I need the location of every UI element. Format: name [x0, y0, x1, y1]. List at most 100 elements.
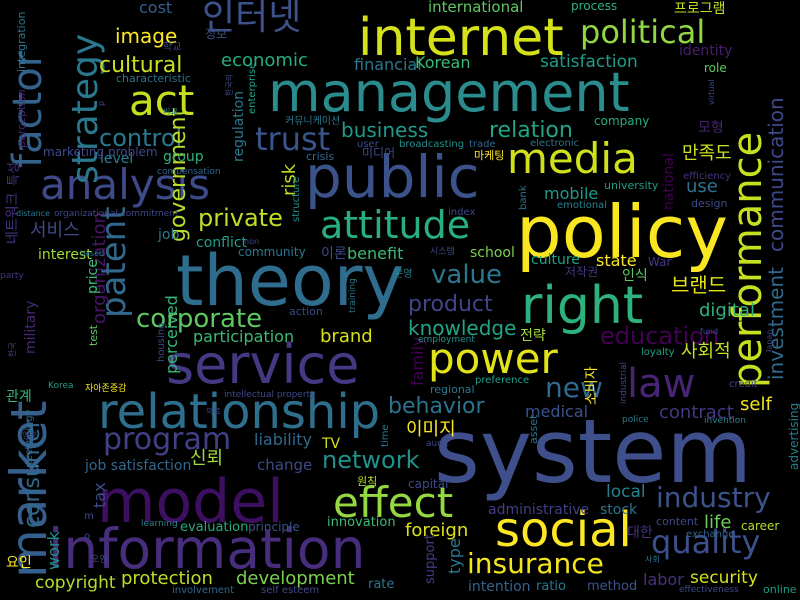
cloud-word: stock	[600, 503, 637, 517]
cloud-word: 만족도	[682, 145, 732, 163]
cloud-word: change	[257, 458, 312, 473]
cloud-word: invention	[704, 417, 746, 426]
cloud-word: job satisfaction	[85, 459, 191, 473]
cloud-word: local	[606, 484, 646, 501]
cloud-word: 서비스	[30, 222, 80, 240]
cloud-word: work	[46, 531, 62, 570]
cloud-word: structure	[292, 177, 302, 222]
cloud-word: 대한	[627, 526, 653, 540]
cloud-word: user	[357, 140, 379, 150]
cloud-word: process	[571, 0, 617, 12]
cloud-word: 요인	[6, 556, 32, 570]
cloud-word: online	[763, 584, 797, 595]
cloud-word: benefit	[347, 246, 403, 262]
cloud-word: 커뮤니케이션	[285, 117, 340, 127]
cloud-word: performance	[728, 132, 768, 388]
cloud-word: liability	[254, 432, 312, 448]
cloud-word: 브랜드	[671, 275, 726, 295]
cloud-word: characteristic	[116, 73, 191, 84]
cloud-word: group	[163, 150, 204, 164]
cloud-word: 인식	[622, 269, 648, 283]
cloud-word: War	[648, 256, 671, 268]
cloud-word: self	[740, 396, 772, 414]
cloud-word: industry	[656, 484, 771, 512]
cloud-word: TV	[322, 437, 340, 451]
cloud-word: participation	[193, 329, 294, 345]
cloud-word: 프로그램	[674, 2, 726, 16]
cloud-word: 오염	[91, 556, 108, 565]
cloud-word: perception	[16, 89, 27, 148]
cloud-word: content	[656, 516, 698, 527]
cloud-word: financial	[354, 57, 422, 73]
cloud-word: 신뢰	[190, 450, 223, 468]
cloud-word: 한국의	[226, 74, 234, 96]
cloud-word: 사회	[645, 556, 660, 564]
cloud-word: copyright	[35, 575, 116, 592]
cloud-word: 마케팅	[474, 150, 504, 161]
cloud-word: crisis	[306, 151, 334, 162]
cloud-word: 저작권	[565, 266, 598, 278]
cloud-word: police	[622, 416, 649, 425]
cloud-word: based	[80, 250, 104, 258]
cloud-word: principle	[248, 521, 300, 533]
cloud-word: community	[238, 246, 306, 258]
cloud-word: communication	[766, 97, 786, 252]
cloud-word: method	[587, 580, 637, 593]
cloud-word: regional	[430, 384, 475, 395]
cloud-word: party	[0, 272, 24, 281]
cloud-word: preference	[475, 376, 529, 386]
cloud-word: labor	[643, 572, 684, 588]
cloud-word: Japan	[766, 330, 774, 352]
cloud-word: enterprise	[248, 63, 258, 114]
cloud-word: 특성	[8, 162, 21, 186]
cloud-word: housing	[157, 323, 167, 362]
cloud-word: career	[741, 520, 779, 532]
cloud-word: 이미지	[406, 421, 456, 439]
cloud-word: university	[604, 180, 658, 191]
cloud-word: o	[84, 532, 90, 542]
cloud-word: intellectual property	[224, 391, 315, 400]
cloud-word: 시스템	[430, 248, 455, 257]
cloud-word: p	[98, 101, 106, 106]
cloud-word: electronic	[530, 139, 579, 149]
cloud-word: emotional	[557, 201, 607, 211]
cloud-word: loyalty	[641, 348, 675, 358]
cloud-word: self esteem	[261, 586, 319, 596]
cloud-word: involvement	[172, 586, 234, 596]
cloud-word: learning	[141, 520, 178, 529]
cloud-word: training	[349, 278, 358, 313]
cloud-word: factor	[8, 51, 48, 168]
cloud-word: distance	[16, 210, 50, 218]
cloud-word: price	[86, 259, 100, 294]
cloud-word: 자아존중감	[85, 385, 126, 394]
cloud-word: 정보	[205, 28, 227, 40]
cloud-word: job	[158, 228, 179, 242]
cloud-word: audit	[426, 440, 449, 449]
cloud-word: industrial	[620, 362, 629, 404]
cloud-word: 운영	[394, 270, 412, 280]
cloud-word: type	[447, 538, 463, 574]
cloud-word: non	[244, 238, 259, 246]
cloud-word: support	[424, 534, 437, 584]
cloud-word: behavior	[388, 396, 485, 418]
cloud-word: capital	[408, 478, 448, 490]
cloud-word: intention	[468, 580, 531, 594]
cloud-word: rate	[368, 578, 394, 591]
cloud-word: broadcasting	[399, 140, 464, 150]
cloud-word: 모형	[698, 121, 724, 135]
cloud-word: exchange	[686, 530, 735, 540]
cloud-word: innovation	[327, 516, 396, 529]
cloud-word: 소비자	[585, 366, 599, 405]
cloud-word: ratio	[536, 580, 566, 593]
cloud-word: efficiency	[683, 172, 731, 182]
cloud-word: 영향	[22, 432, 37, 440]
cloud-word: state	[596, 253, 637, 269]
cloud-word: compensation	[157, 168, 221, 177]
cloud-word: private	[198, 206, 283, 230]
cloud-word: tax	[92, 482, 108, 508]
cloud-word: employment	[418, 336, 475, 345]
cloud-word: design	[691, 198, 728, 209]
cloud-word: role	[704, 62, 727, 74]
cloud-word: asset	[528, 415, 539, 444]
